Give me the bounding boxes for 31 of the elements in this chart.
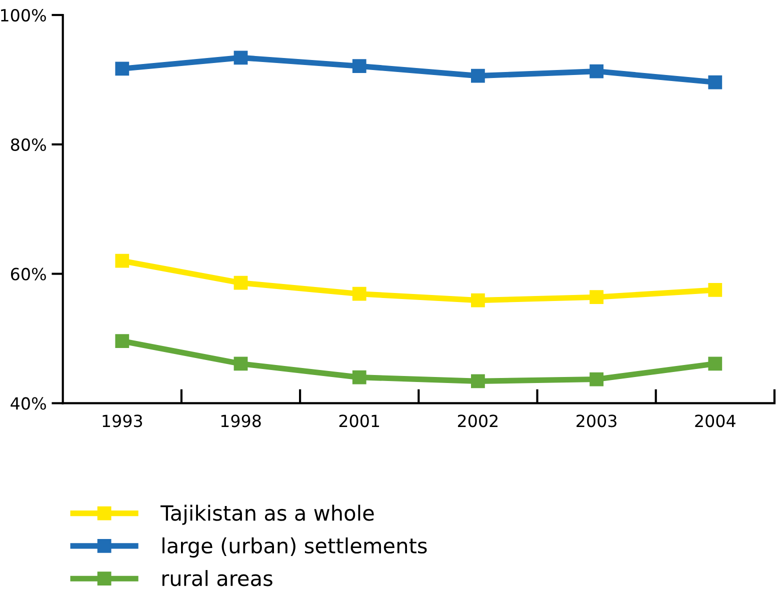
x-tick-label: 1998: [221, 414, 261, 428]
legend-label: large (urban) settlements: [162, 537, 427, 558]
point: [115, 254, 130, 268]
y-tick-label: 100%: [1, 8, 46, 22]
point: [708, 283, 722, 297]
x-tick-label: 2002: [458, 414, 498, 428]
point: [115, 334, 130, 348]
point: [590, 372, 604, 386]
y-tick-label: 60%: [11, 268, 46, 280]
point: [471, 374, 485, 388]
point: [471, 68, 485, 83]
point: [708, 75, 722, 90]
point: [115, 62, 130, 76]
point: [590, 64, 604, 78]
x-tick-label: 2001: [339, 414, 380, 428]
point: [471, 293, 485, 308]
x-tick-label: 1993: [102, 414, 142, 428]
legend-label: rural areas: [162, 570, 272, 586]
y-tick-label: 40%: [10, 397, 46, 410]
legend-label: Tajikistan as a whole: [160, 504, 374, 525]
point: [352, 286, 366, 301]
point: [590, 290, 604, 304]
point: [234, 356, 248, 371]
point: [234, 50, 248, 65]
point: [352, 370, 366, 384]
x-tick-label: 2003: [576, 414, 616, 428]
point: [234, 276, 248, 290]
point: [352, 59, 366, 74]
y-tick-label: 80%: [10, 138, 46, 151]
x-tick-label: 2004: [695, 414, 736, 428]
point: [708, 356, 722, 371]
